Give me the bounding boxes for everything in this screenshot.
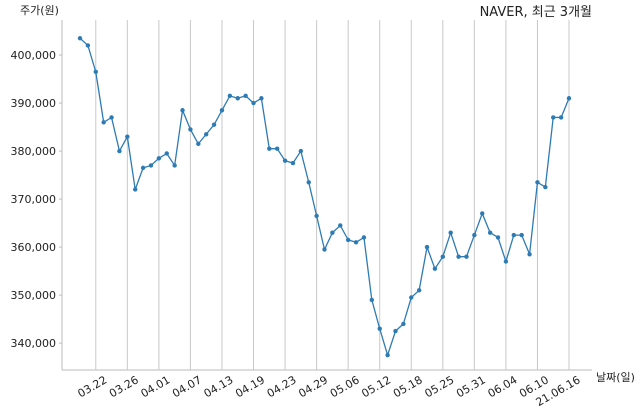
- y-axis-label: 주가(원): [20, 4, 59, 17]
- point: [180, 108, 185, 113]
- point: [361, 235, 367, 240]
- point: [267, 146, 272, 151]
- point: [243, 93, 248, 99]
- point: [109, 115, 114, 120]
- point: [385, 352, 390, 358]
- point: [172, 163, 177, 168]
- point: [345, 237, 351, 243]
- point: [133, 187, 138, 192]
- point: [148, 163, 154, 168]
- point: [85, 43, 91, 48]
- point: [140, 165, 146, 171]
- point: [322, 247, 327, 252]
- x-tick-label: 04.01: [139, 373, 173, 400]
- point: [101, 120, 106, 125]
- point: [448, 230, 453, 235]
- x-tick-label: 05.18: [391, 373, 425, 400]
- point: [219, 108, 225, 113]
- y-tick-label: 390,000: [11, 97, 57, 110]
- point: [409, 295, 414, 300]
- point: [353, 240, 359, 245]
- point: [164, 151, 169, 156]
- point: [93, 69, 98, 75]
- point: [543, 184, 548, 190]
- point: [503, 259, 509, 264]
- x-tick-label: 06.04: [486, 373, 520, 400]
- point: [251, 100, 256, 106]
- y-tick-label: 370,000: [11, 193, 57, 206]
- x-tick-label: 04.07: [170, 373, 204, 400]
- point: [440, 254, 446, 259]
- x-tick-label: 05.31: [454, 373, 488, 400]
- point: [464, 254, 469, 259]
- point: [330, 230, 335, 235]
- y-tick-label: 360,000: [11, 241, 57, 254]
- point: [424, 244, 430, 250]
- point: [495, 235, 501, 240]
- point: [566, 96, 572, 101]
- point: [235, 96, 240, 101]
- point: [551, 115, 556, 120]
- chart-title: NAVER, 최근 3개월: [480, 5, 592, 20]
- y-tick-label: 340,000: [11, 337, 57, 350]
- x-tick-label: 05.25: [423, 373, 457, 400]
- point: [117, 148, 122, 154]
- line: [79, 37, 570, 358]
- point: [511, 232, 516, 238]
- x-tick-label: 03.26: [107, 373, 141, 400]
- x-axis-label: 날짜(일): [596, 370, 635, 384]
- point: [456, 254, 461, 259]
- y-tick-label: 350,000: [11, 289, 57, 302]
- point: [227, 93, 233, 99]
- point: [480, 211, 485, 216]
- x-tick-label: 04.19: [233, 373, 267, 400]
- point: [369, 297, 375, 303]
- point: [282, 158, 288, 163]
- x-tick-label: 04.13: [202, 373, 236, 400]
- point: [203, 132, 209, 137]
- point: [77, 36, 83, 41]
- x-tick-label: 04.23: [265, 373, 299, 400]
- point: [393, 328, 398, 334]
- point: [535, 180, 540, 185]
- point: [306, 180, 311, 185]
- point: [298, 148, 304, 154]
- x-tick-label: 03.22: [75, 373, 109, 400]
- point: [211, 122, 217, 127]
- y-tick-label: 400,000: [11, 49, 57, 62]
- point: [519, 232, 524, 238]
- x-tick-label: 05.06: [328, 373, 362, 400]
- point: [432, 266, 438, 271]
- point: [487, 230, 493, 235]
- point: [125, 134, 130, 139]
- point: [416, 288, 422, 293]
- point: [558, 115, 564, 120]
- point: [527, 252, 532, 257]
- point: [188, 127, 193, 132]
- point: [156, 156, 162, 161]
- point: [196, 141, 201, 147]
- point: [290, 160, 296, 166]
- x-tick-label: 04.29: [296, 373, 330, 400]
- point: [338, 223, 343, 228]
- point: [259, 96, 264, 101]
- y-tick-label: 380,000: [11, 145, 57, 158]
- point: [377, 326, 382, 331]
- point: [472, 232, 477, 238]
- point: [274, 146, 280, 151]
- point: [314, 213, 319, 219]
- x-tick-label: 05.12: [359, 373, 393, 400]
- point: [401, 321, 406, 327]
